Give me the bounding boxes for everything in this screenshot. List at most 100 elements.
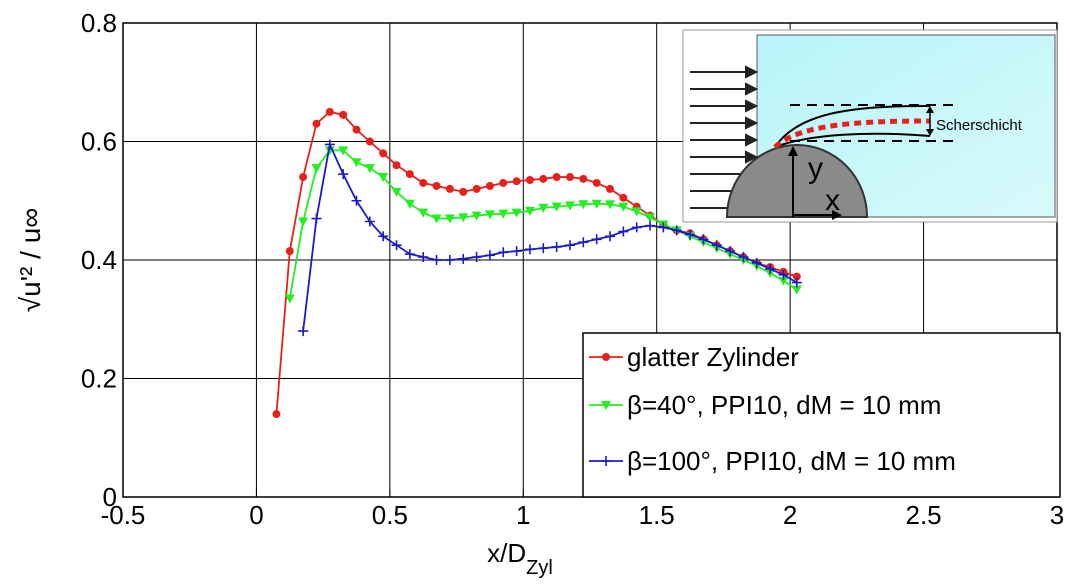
marker (499, 178, 508, 187)
marker (645, 213, 656, 223)
marker (765, 263, 776, 274)
marker (311, 213, 322, 224)
marker (711, 240, 722, 251)
marker (551, 241, 562, 252)
legend-label: β=40°, PPI10, dM = 10 mm (627, 390, 941, 420)
marker (792, 272, 801, 281)
marker (472, 184, 481, 193)
marker (618, 226, 629, 237)
marker (431, 255, 442, 265)
series-line (302, 141, 798, 332)
marker (671, 225, 682, 236)
x-tick-label: 0.5 (372, 500, 408, 530)
marker (418, 208, 429, 218)
shear-center (773, 118, 931, 149)
y-axis-label: √u'² / u∞ (15, 208, 46, 312)
marker (551, 202, 562, 212)
x-axis-label-main: x/D (487, 538, 526, 568)
shear-lower (774, 132, 931, 148)
marker (738, 252, 749, 263)
marker (338, 146, 349, 156)
marker (431, 214, 442, 224)
marker (579, 174, 588, 183)
marker (578, 200, 589, 210)
marker (591, 234, 602, 245)
marker (312, 119, 321, 128)
marker (351, 195, 362, 206)
marker (631, 207, 642, 217)
marker (578, 237, 589, 248)
marker (778, 276, 789, 286)
x-tick-label: 1.5 (639, 500, 675, 530)
marker (685, 229, 696, 240)
x-tick-label: 2.5 (905, 500, 941, 530)
marker (525, 176, 534, 185)
arrow-head (832, 210, 842, 220)
marker (324, 139, 335, 150)
marker (365, 137, 374, 146)
inset-axis-label: y (808, 152, 823, 185)
legend-label: β=100°, PPI10, dM = 10 mm (627, 446, 956, 476)
marker (391, 187, 402, 197)
inset: Scherschicht y x (682, 29, 1058, 223)
marker (379, 149, 388, 158)
marker (311, 164, 322, 174)
marker (458, 253, 469, 264)
marker (284, 294, 295, 304)
marker (378, 231, 389, 242)
marker (471, 211, 482, 221)
marker (471, 252, 482, 263)
x-tick-label: 1 (516, 500, 530, 530)
legend: glatter Zylinder β=40°, PPI10, dM = 10 mm… (582, 332, 1061, 498)
marker (458, 213, 469, 223)
y-tick-label: 0 (103, 482, 117, 512)
marker (364, 216, 375, 227)
marker (338, 169, 349, 180)
marker (339, 110, 348, 119)
marker (445, 184, 454, 193)
marker (552, 173, 561, 182)
marker (725, 246, 736, 257)
marker (484, 250, 495, 261)
x-tick-label: 3 (1050, 500, 1064, 530)
marker (272, 410, 281, 419)
y-tick-label: 0.2 (81, 364, 117, 394)
marker (511, 208, 522, 218)
marker (392, 161, 401, 170)
arrow-head (926, 129, 934, 136)
marker (605, 200, 616, 210)
marker (602, 353, 610, 361)
legend-label: glatter Zylinder (627, 342, 799, 372)
data-layer (272, 107, 802, 419)
marker (619, 193, 628, 202)
marker (404, 199, 415, 209)
marker (538, 203, 549, 213)
marker (404, 249, 415, 260)
marker (352, 125, 361, 134)
marker (538, 243, 549, 254)
marker (418, 252, 429, 263)
x-axis-label: x/DZyl (487, 538, 553, 579)
marker (778, 269, 789, 280)
marker (606, 184, 615, 193)
y-tick-label: 0.4 (81, 245, 117, 275)
marker (751, 257, 762, 268)
inset-axis-label: x (825, 184, 840, 217)
marker (524, 244, 535, 255)
marker (459, 187, 468, 196)
marker (591, 199, 602, 209)
marker (539, 174, 548, 183)
marker (631, 222, 642, 233)
marker (498, 247, 509, 258)
x-axis-label-sub: Zyl (526, 557, 553, 579)
marker (298, 326, 309, 337)
marker (658, 222, 669, 233)
marker (378, 173, 389, 183)
marker (564, 240, 575, 251)
marker (391, 240, 402, 251)
marker (432, 181, 441, 190)
marker (512, 177, 521, 186)
marker (419, 178, 428, 187)
marker (592, 178, 601, 187)
